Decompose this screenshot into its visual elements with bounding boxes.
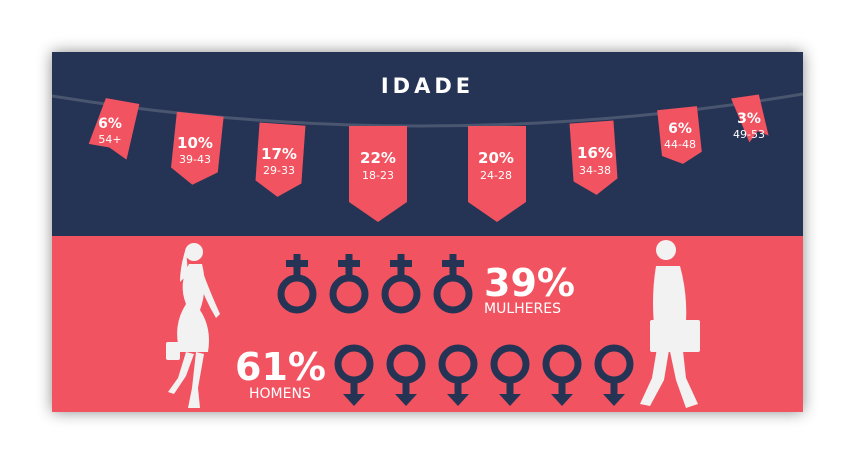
female-symbols-row [277, 254, 473, 314]
male-symbol-icon [542, 344, 582, 406]
age-flag: 20% 24-28 [468, 126, 526, 222]
age-flag-range: 29-33 [263, 164, 295, 177]
woman-silhouette-icon [166, 243, 220, 408]
age-flag-range: 54+ [98, 133, 121, 146]
female-symbol-icon [277, 254, 317, 314]
age-flag: 22% 18-23 [349, 126, 407, 222]
age-flag: 17% 29-33 [255, 122, 306, 197]
age-flag-pct: 6% [98, 116, 122, 132]
male-symbol-icon [594, 344, 634, 406]
age-flag: 6% 54+ [88, 98, 140, 160]
age-flag-pct: 20% [478, 149, 514, 167]
men-label: HOMENS [249, 386, 311, 402]
male-symbol-icon [490, 344, 530, 406]
age-flag-pct: 6% [668, 121, 692, 137]
section-title: IDADE [380, 74, 475, 98]
age-flag-range: 44-48 [664, 138, 696, 151]
male-symbol-icon [334, 344, 374, 406]
age-flag-pct: 10% [177, 134, 213, 152]
age-flag-pct: 3% [737, 111, 761, 127]
female-symbol-icon [433, 254, 473, 314]
age-flag-range: 49-53 [733, 128, 765, 141]
male-symbol-icon [438, 344, 478, 406]
age-flag-range: 34-38 [579, 164, 611, 177]
female-symbol-icon [329, 254, 369, 314]
age-flag: 16% 34-38 [569, 120, 618, 195]
infographic-card: IDADE 6% 54+ 10% 39-43 17% 29-33 22% 18-… [52, 52, 803, 412]
age-flag-pct: 16% [577, 144, 613, 162]
women-label: MULHERES [484, 301, 561, 317]
male-symbols-row [334, 344, 634, 406]
infographic-graphics: 6% 54+ 10% 39-43 17% 29-33 22% 18-23 20%… [52, 92, 803, 408]
women-pct: 39% [484, 261, 575, 305]
age-flag: 3% 49-53 [731, 94, 769, 143]
male-symbol-icon [386, 344, 426, 406]
age-flag-pct: 17% [261, 145, 297, 163]
men-pct: 61% [235, 345, 326, 389]
businessman-silhouette-icon [640, 240, 700, 408]
age-flag-range: 24-28 [480, 169, 512, 182]
age-flag-range: 18-23 [362, 169, 394, 182]
age-flag-range: 39-43 [179, 153, 211, 166]
age-flag: 10% 39-43 [171, 111, 224, 185]
female-symbol-icon [381, 254, 421, 314]
age-flag: 6% 44-48 [657, 106, 702, 164]
age-flag-pct: 22% [360, 149, 396, 167]
